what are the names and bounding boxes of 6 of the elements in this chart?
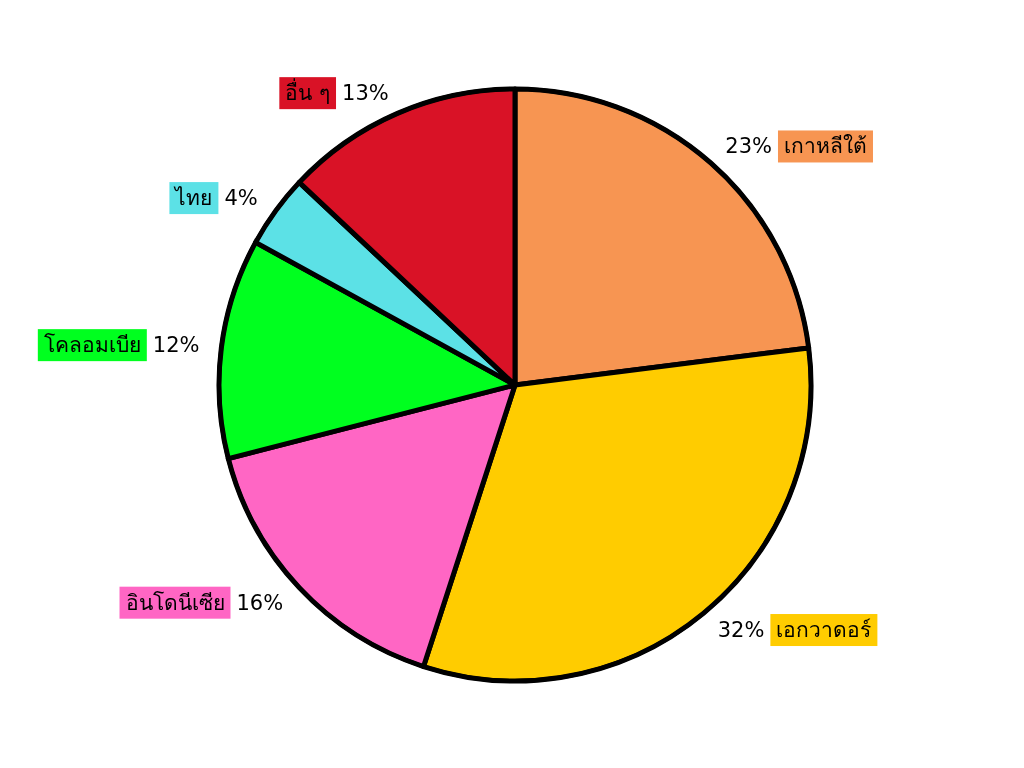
slice-label: ไทย xyxy=(173,186,213,211)
slice-label: เกาหลีใต้ xyxy=(783,134,867,159)
slice-label: อื่น ๆ xyxy=(285,78,331,106)
slice-label: อินโดนีเซีย xyxy=(125,590,225,615)
slice-label: โคลอมเบีย xyxy=(43,333,141,358)
slice-label: เอกวาดอร์ xyxy=(776,618,872,643)
